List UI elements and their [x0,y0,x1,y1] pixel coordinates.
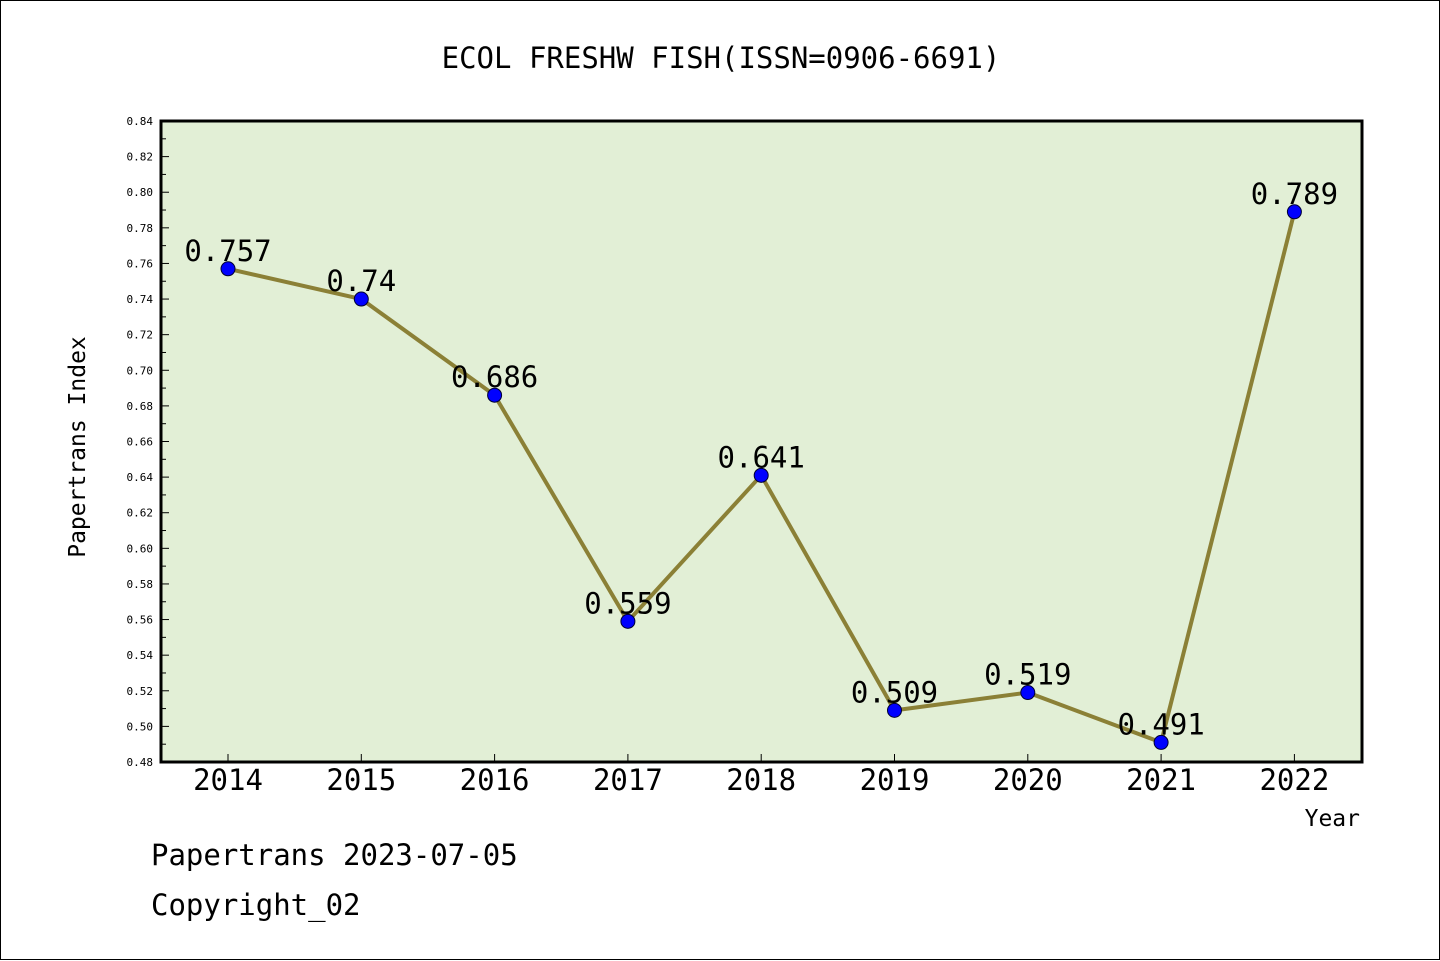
x-axis: 2014 2015 2016 2017 2018 2019 2020 2021 2022 [193,754,1329,797]
chart-title: ECOL FRESHW FISH(ISSN=0906-6691) [442,41,1001,75]
data-point [1286,204,1302,220]
y-tick-label: 0.76 [127,257,154,270]
data-labels: 0.757 0.74 0.686 0.559 0.641 0.509 0.519 0.491 0… [184,177,1338,742]
data-label: 0.509 [851,675,938,709]
data-point [620,613,636,629]
y-tick-label: 0.72 [127,329,154,342]
x-tick-label: 2017 [593,763,663,797]
data-label: 0.491 [1117,707,1204,741]
y-tick-label: 0.82 [127,151,154,164]
y-tick-label: 0.54 [127,649,154,662]
data-point [753,467,769,483]
plot-area [159,119,1364,764]
series-papertrans-index [220,204,1302,750]
y-tick-label: 0.74 [127,293,154,306]
x-tick-label: 2021 [1126,763,1196,797]
x-tick-label: 2020 [993,763,1063,797]
y-tick-label: 0.80 [127,186,154,199]
x-tick-label: 2022 [1259,763,1329,797]
x-axis-label: Year [1305,806,1360,832]
y-tick-label: 0.62 [127,507,154,520]
x-tick-label: 2018 [726,763,796,797]
data-label: 0.519 [984,658,1071,692]
y-tick-label: 0.60 [127,542,154,555]
x-tick-label: 2016 [460,763,530,797]
data-point [487,387,503,403]
y-tick-label: 0.58 [127,578,154,591]
y-tick-label: 0.70 [127,364,154,377]
footer-copyright: Copyright_02 [151,888,361,923]
x-tick-label: 2014 [193,763,263,797]
data-label: 0.559 [584,586,671,620]
y-tick-label: 0.66 [127,436,154,449]
y-tick-label: 0.64 [127,471,154,484]
data-label: 0.686 [451,360,538,394]
y-tick-label: 0.56 [127,614,154,627]
x-tick-label: 2019 [860,763,930,797]
y-tick-label: 0.84 [127,115,154,128]
data-point [353,291,369,307]
data-point [887,702,902,718]
y-tick-label: 0.48 [127,756,154,769]
y-axis: 0.48 0.50 0.52 0.54 0.56 0.58 0.60 0.62 0.64 0.66… [127,115,169,769]
y-axis-label: Papertrans Index [65,336,91,558]
data-label: 0.757 [184,234,271,268]
y-tick-label: 0.78 [127,222,154,235]
x-tick-label: 2015 [326,763,396,797]
data-point [220,261,236,277]
data-label: 0.641 [718,440,805,474]
data-point [1020,685,1036,701]
data-label: 0.74 [326,264,396,298]
y-tick-label: 0.68 [127,400,154,413]
data-label: 0.789 [1251,177,1338,211]
data-point [1153,734,1169,750]
footer-date: Papertrans 2023-07-05 [151,838,518,872]
y-tick-label: 0.50 [127,720,154,733]
y-tick-label: 0.52 [127,685,154,698]
